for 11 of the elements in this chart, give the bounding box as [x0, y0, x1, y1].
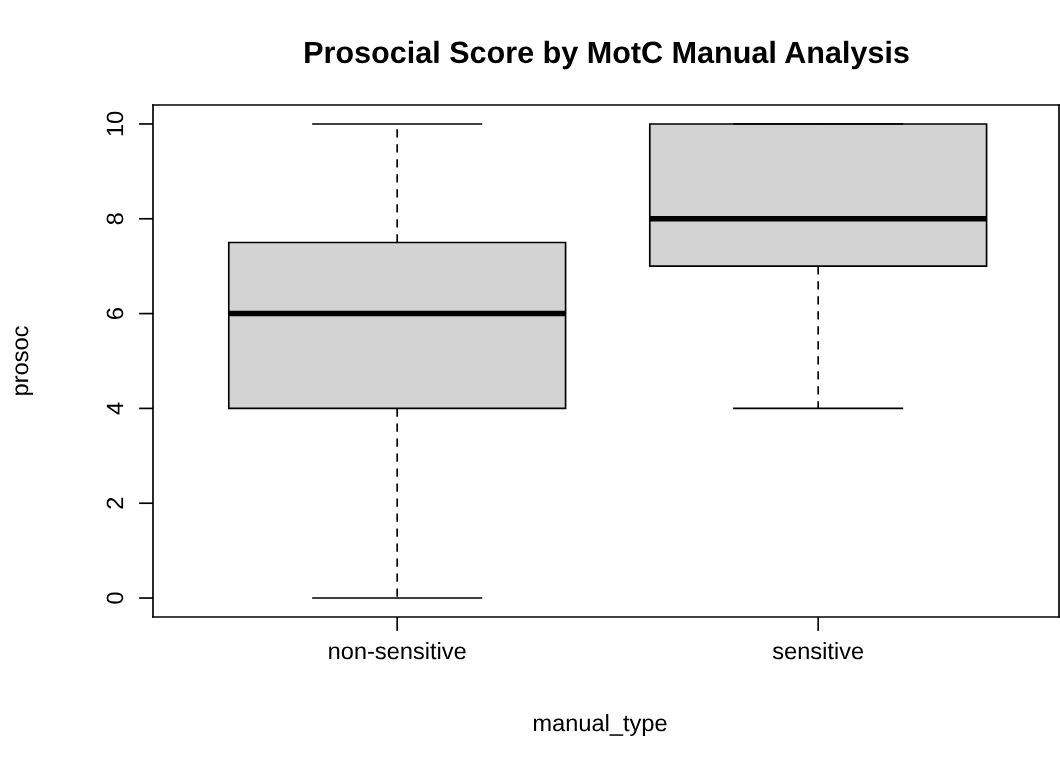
chart-title: Prosocial Score by MotC Manual Analysis [305, 40, 909, 70]
x-axis-title: manual_type [533, 713, 667, 737]
y-tick-label: 10 [106, 111, 124, 136]
y-tick-label: 4 [106, 402, 124, 415]
y-tick-label: 8 [106, 213, 124, 225]
y-tick-label: 6 [106, 308, 124, 319]
y-tick-label: 0 [106, 592, 124, 604]
x-tick-label: non-sensitive [329, 642, 466, 660]
y-axis-title: prosoc [15, 326, 33, 395]
x-tick-label: sensitive [772, 642, 864, 660]
y-tick-label: 2 [106, 497, 124, 509]
